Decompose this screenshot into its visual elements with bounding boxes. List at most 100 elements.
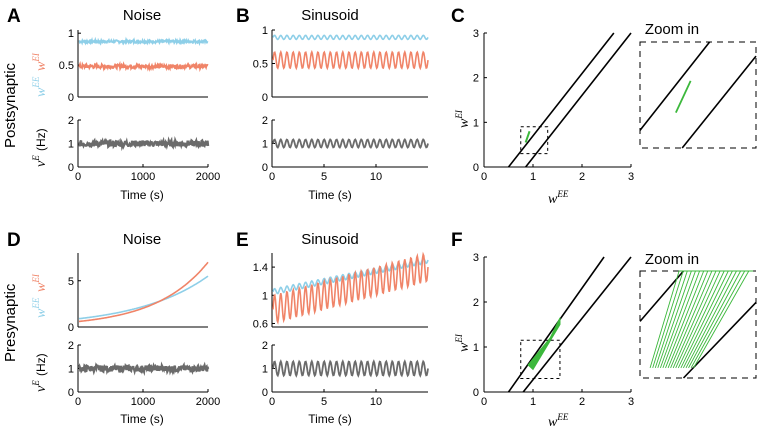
axes-e-bottom: 0 1 2 0 5 10 xyxy=(262,340,429,408)
zoom-c xyxy=(639,41,757,149)
axes-c: 0 1 2 3 0 1 2 3 xyxy=(473,28,634,183)
zoom-region-stroke-f xyxy=(680,270,733,369)
a-bot-ytick-label: 2 xyxy=(68,115,74,127)
zoom-boundary-line-f-2 xyxy=(682,301,757,379)
zoom-region-stroke-f xyxy=(693,270,754,369)
series-wEE-b xyxy=(272,34,429,41)
axes-b-bottom: 0 1 2 0 5 10 xyxy=(262,115,429,183)
xlabel-f: wEE xyxy=(548,412,569,430)
stable-region-c xyxy=(524,130,531,143)
f-ytick-label: 2 xyxy=(473,297,479,309)
b-bot-ytick-label: 0 xyxy=(262,162,268,174)
b-bot-xtick-label: 5 xyxy=(321,171,327,183)
e-top-ytick-label: 0.6 xyxy=(253,318,268,330)
c-ytick-label: 3 xyxy=(473,28,479,40)
xlabel-c: wEE xyxy=(548,189,569,207)
a-bot-ytick-label: 0 xyxy=(68,162,74,174)
a-bot-xtick-label: 0 xyxy=(75,171,81,183)
d-bot-ytick-label: 1 xyxy=(68,364,74,376)
row-label-pre: Presynaptic xyxy=(2,283,19,362)
axes-a-bottom: 0 1 2 0 1000 2000 xyxy=(68,115,220,183)
boundary-line-c-1 xyxy=(507,32,615,168)
a-bot-ytick-label: 1 xyxy=(68,139,74,151)
axes-a-top: 00.51 xyxy=(59,28,209,104)
zoom-region-stroke-f xyxy=(667,270,713,369)
axes-d-bottom: 0 1 2 0 1000 2000 xyxy=(68,340,220,408)
c-xtick-label: 1 xyxy=(530,171,536,183)
series-wEI-b xyxy=(272,49,429,71)
svg-text:wEE: wEE xyxy=(31,76,49,97)
xlabel-a: Time (s) xyxy=(120,188,164,202)
stable-region-f xyxy=(527,317,561,371)
zoom-region-c xyxy=(675,80,692,114)
panel-title-a: Noise xyxy=(123,7,161,24)
b-top-ytick-label: 1 xyxy=(262,25,268,37)
zoom-region-stroke-f xyxy=(685,270,741,369)
panel-e: E Sinusoid 0.6 1 1.4 0 1 2 0 5 10 Time (s) xyxy=(236,230,429,426)
b-bot-ytick-label: 1 xyxy=(262,139,268,151)
panel-label-b: B xyxy=(236,6,250,27)
svg-text:(Hz): (Hz) xyxy=(34,353,48,376)
axes-e-top: 0.6 1 1.4 xyxy=(253,251,429,330)
panel-c: C 0 1 2 3 0 1 2 3 Zoom in wEE wEI xyxy=(451,6,757,207)
zoom-box-f xyxy=(520,339,561,379)
zoom-region-stroke-f xyxy=(670,270,717,369)
panel-label-c: C xyxy=(451,6,465,27)
axes-f: 0 1 2 3 0 1 2 3 xyxy=(473,252,634,408)
b-bot-ytick-label: 2 xyxy=(262,115,268,127)
panel-label-f: F xyxy=(451,230,463,251)
e-bot-xtick-label: 5 xyxy=(321,396,327,408)
zoom-region-stroke-f xyxy=(659,270,700,369)
xlabel-d: Time (s) xyxy=(120,412,164,426)
axes-d-top: 05 xyxy=(68,253,209,334)
series-wEI-a xyxy=(78,60,209,73)
d-bot-xtick-label: 2000 xyxy=(196,396,220,408)
svg-text:wEI: wEI xyxy=(454,109,472,128)
ylabel-d-top: wEE wEI xyxy=(31,273,49,318)
ylabel-a-bottom: νE (Hz) xyxy=(31,128,49,167)
panel-label-a: A xyxy=(7,6,21,27)
e-top-ytick-label: 1 xyxy=(262,290,268,302)
ylabel-c: wEI xyxy=(454,109,472,128)
ylabel-f: wEI xyxy=(454,333,472,352)
zoom-region-stroke-f xyxy=(677,270,729,369)
ylabel-a-top: wEE wEI xyxy=(31,52,49,97)
f-ytick-label: 3 xyxy=(473,252,479,264)
e-bot-ytick-label: 0 xyxy=(262,387,268,399)
zoom-region-stroke-f xyxy=(688,270,745,369)
series-rate-b xyxy=(272,138,429,149)
boundary-line-c-2 xyxy=(525,32,632,168)
b-bot-xtick-label: 0 xyxy=(269,171,275,183)
xlabel-e: Time (s) xyxy=(308,412,352,426)
svg-text:(Hz): (Hz) xyxy=(34,128,48,151)
series-wEE-a xyxy=(78,36,209,47)
zoom-label-c: Zoom in xyxy=(645,21,699,38)
zoom-region-stroke-f xyxy=(675,270,725,369)
series-rate-d xyxy=(77,361,210,377)
zoom-frame-c xyxy=(639,41,757,149)
d-bot-ytick-label: 2 xyxy=(68,340,74,352)
series-wEE-e xyxy=(272,257,429,295)
c-xtick-label: 0 xyxy=(481,171,487,183)
panel-label-d: D xyxy=(7,230,21,251)
c-xtick-label: 2 xyxy=(579,171,585,183)
zoom-region-stroke-f xyxy=(682,270,737,369)
axes-b-top: 00.51 xyxy=(253,25,429,104)
zoom-region-stroke-f xyxy=(665,270,709,369)
b-top-ytick-label: 0 xyxy=(262,92,268,104)
c-ytick-label: 1 xyxy=(473,117,479,129)
d-bot-ytick-label: 0 xyxy=(68,387,74,399)
panel-title-e: Sinusoid xyxy=(301,231,359,248)
ylabel-d-bottom: νE (Hz) xyxy=(31,353,49,392)
a-bot-xtick-label: 1000 xyxy=(131,171,155,183)
zoom-boundary-line-c-2 xyxy=(681,55,757,149)
panel-f: F 0 1 2 3 0 1 2 3 Zoom in wEE wEI xyxy=(451,230,757,430)
panel-title-b: Sinusoid xyxy=(301,7,359,24)
a-top-ytick-label: 0 xyxy=(68,92,74,104)
zoom-label-f: Zoom in xyxy=(645,251,699,268)
f-xtick-label: 2 xyxy=(579,396,585,408)
f-xtick-label: 0 xyxy=(481,396,487,408)
c-xtick-label: 3 xyxy=(628,171,634,183)
